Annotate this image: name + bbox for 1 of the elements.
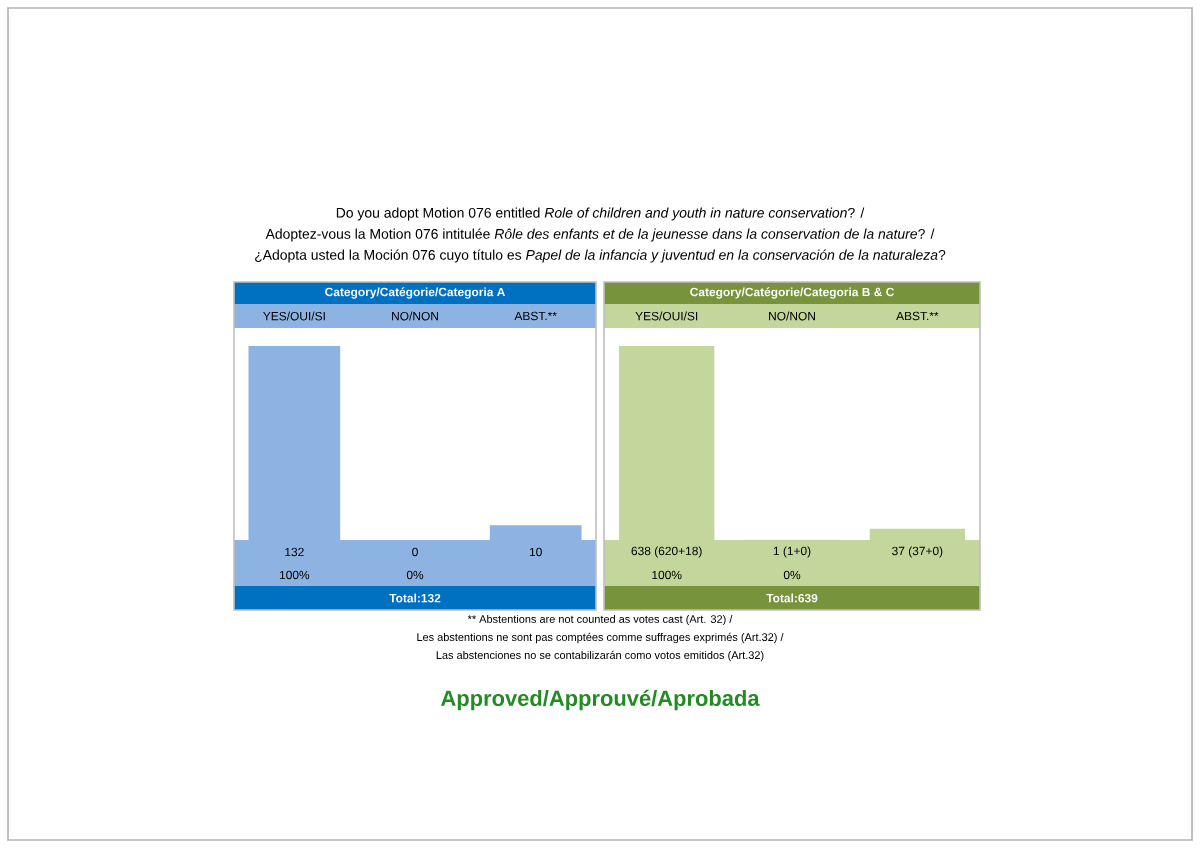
text: Approved/Approuvé/Aprobada	[441, 689, 760, 711]
